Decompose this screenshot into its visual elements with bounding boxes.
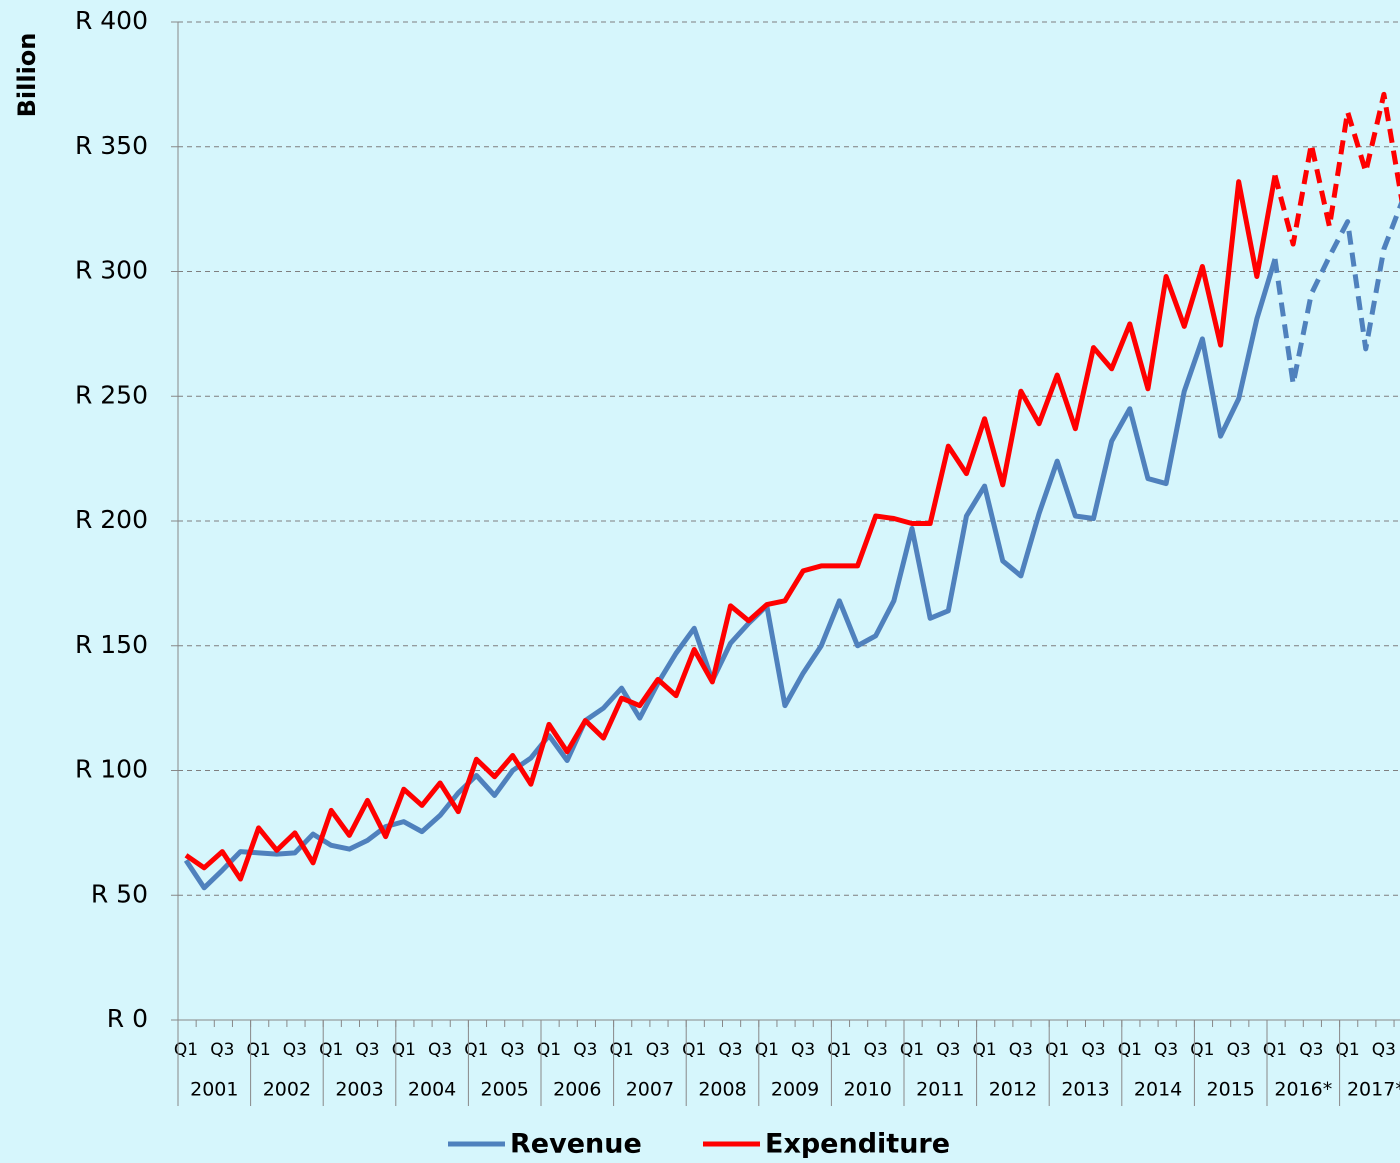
year-label: 2009	[771, 1079, 819, 1101]
series-line-forecast	[1272, 200, 1400, 387]
y-tick-label: R 100	[75, 755, 148, 784]
x-tick-label: Q3	[573, 1040, 597, 1060]
year-label: 2013	[1061, 1079, 1109, 1101]
year-label: 2007	[626, 1079, 674, 1101]
x-tick-label: Q3	[1227, 1040, 1251, 1060]
x-tick-label: Q1	[464, 1040, 488, 1060]
x-tick-label: Q1	[972, 1040, 996, 1060]
y-tick-label: R 350	[75, 131, 148, 160]
x-tick-label: Q1	[900, 1040, 924, 1060]
year-label: 2001	[190, 1079, 238, 1101]
x-tick-label: Q1	[609, 1040, 633, 1060]
year-label: 2011	[916, 1079, 964, 1101]
y-tick-label: R 200	[75, 505, 148, 534]
legend-label: Revenue	[510, 1129, 642, 1160]
x-tick-label: Q3	[1081, 1040, 1105, 1060]
x-tick-label: Q1	[1190, 1040, 1214, 1060]
x-tick-label: Q1	[174, 1040, 198, 1060]
x-tick-label: Q1	[1118, 1040, 1142, 1060]
y-tick-label: R 250	[75, 380, 148, 409]
x-tick-label: Q3	[1372, 1040, 1396, 1060]
x-tick-label: Q1	[246, 1040, 270, 1060]
year-label: 2002	[263, 1079, 311, 1101]
year-label: 2017*	[1347, 1079, 1400, 1101]
x-tick-label: Q1	[537, 1040, 561, 1060]
year-label: 2010	[844, 1079, 892, 1101]
x-tick-label: Q3	[1154, 1040, 1178, 1060]
year-label: 2015	[1207, 1079, 1255, 1101]
x-tick-label: Q1	[827, 1040, 851, 1060]
x-tick-label: Q1	[319, 1040, 343, 1060]
x-tick-label: Q3	[864, 1040, 888, 1060]
y-tick-label: R 400	[75, 6, 148, 35]
y-tick-label: R 150	[75, 630, 148, 659]
x-tick-label: Q3	[1009, 1040, 1033, 1060]
x-tick-label: Q1	[1263, 1040, 1287, 1060]
y-tick-label: R 0	[107, 1004, 148, 1033]
year-label: 2008	[698, 1079, 746, 1101]
x-tick-label: Q1	[1335, 1040, 1359, 1060]
legend-label: Expenditure	[765, 1129, 950, 1160]
year-label: 2006	[553, 1079, 601, 1101]
y-tick-label: R 300	[75, 256, 148, 285]
year-label: 2012	[989, 1079, 1037, 1101]
series-line	[184, 175, 1278, 882]
x-tick-label: Q1	[755, 1040, 779, 1060]
x-tick-label: Q3	[936, 1040, 960, 1060]
x-tick-label: Q3	[1299, 1040, 1323, 1060]
year-label: 2005	[481, 1079, 529, 1101]
series-line-forecast	[1272, 91, 1400, 247]
year-label: 2004	[408, 1079, 456, 1101]
x-tick-label: Q3	[791, 1040, 815, 1060]
year-label: 2016*	[1274, 1079, 1332, 1101]
x-tick-label: Q1	[392, 1040, 416, 1060]
x-tick-label: Q3	[718, 1040, 742, 1060]
y-axis-title: Billion	[13, 33, 41, 118]
y-tick-label: R 50	[91, 879, 148, 908]
year-label: 2014	[1134, 1079, 1182, 1101]
x-tick-label: Q3	[646, 1040, 670, 1060]
year-label: 2003	[335, 1079, 383, 1101]
x-tick-label: Q3	[210, 1040, 234, 1060]
x-tick-label: Q3	[283, 1040, 307, 1060]
x-tick-label: Q3	[501, 1040, 525, 1060]
x-tick-label: Q3	[355, 1040, 379, 1060]
x-tick-label: Q1	[682, 1040, 706, 1060]
x-tick-label: Q3	[428, 1040, 452, 1060]
series-line	[183, 258, 1278, 891]
x-tick-label: Q1	[1045, 1040, 1069, 1060]
